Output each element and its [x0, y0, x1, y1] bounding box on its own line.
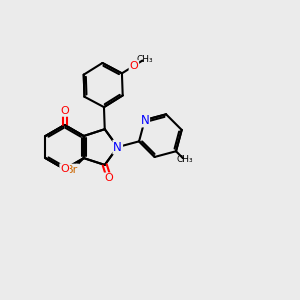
- Text: N: N: [140, 113, 149, 127]
- Text: O: O: [130, 61, 138, 71]
- Text: CH₃: CH₃: [136, 55, 153, 64]
- Text: O: O: [60, 164, 69, 174]
- Text: N: N: [113, 141, 122, 154]
- Text: O: O: [105, 173, 113, 183]
- Text: CH₃: CH₃: [176, 155, 193, 164]
- Text: Br: Br: [66, 164, 78, 175]
- Text: O: O: [60, 106, 69, 116]
